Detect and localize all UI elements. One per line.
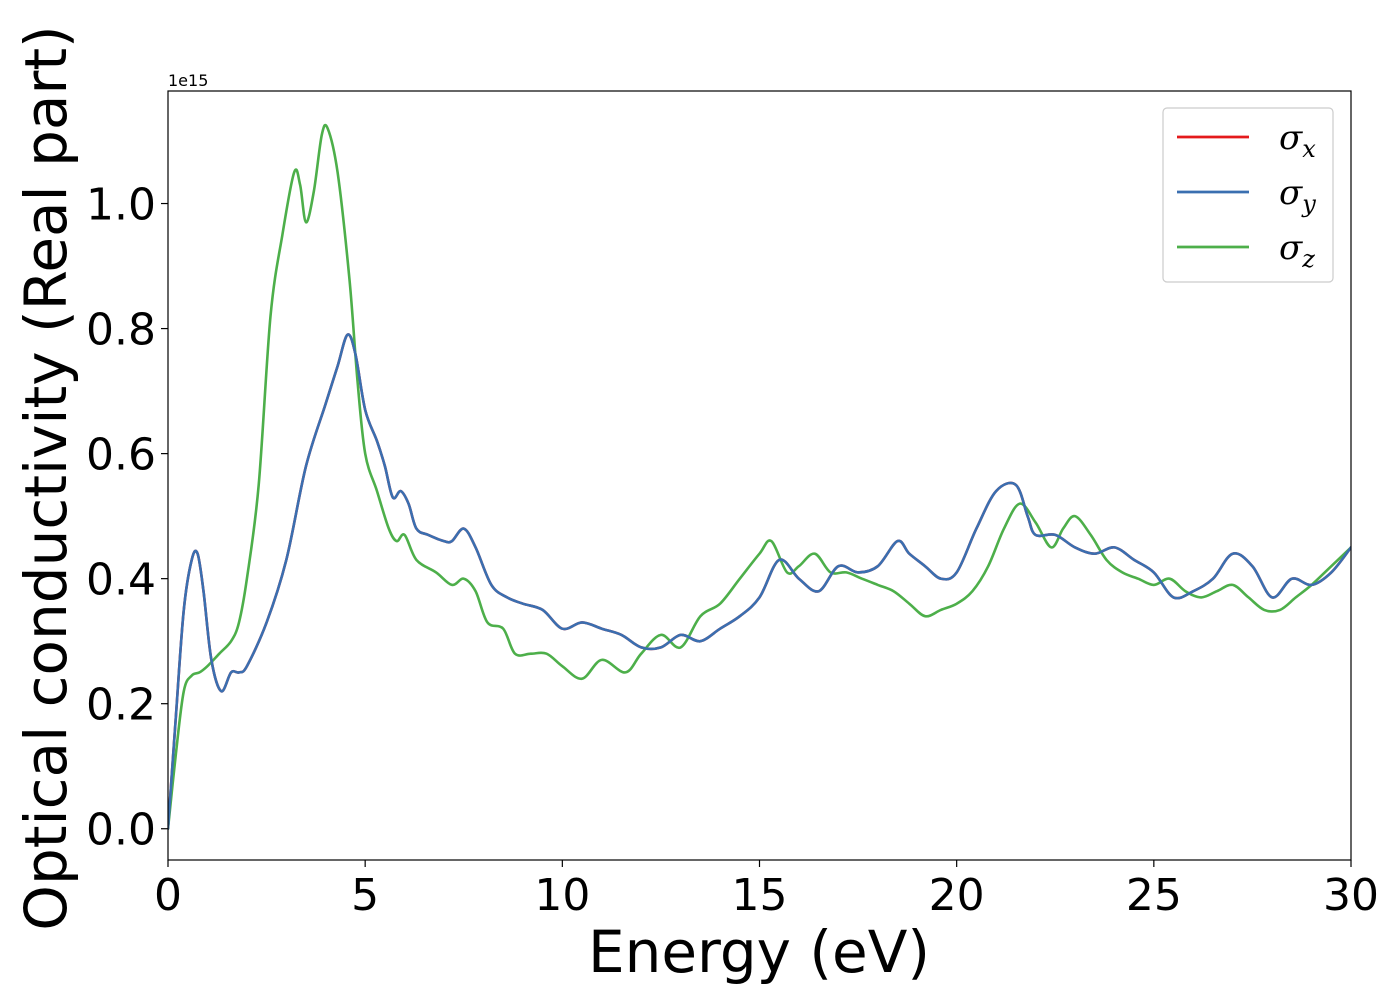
x-tick-label: 10	[534, 870, 590, 921]
x-tick-label: 20	[929, 870, 985, 921]
x-tick-label: 15	[732, 870, 788, 921]
y-tick-label: 0.2	[86, 680, 156, 731]
x-tick-label: 0	[154, 870, 182, 921]
x-tick-label: 30	[1323, 870, 1379, 921]
legend-box	[1162, 107, 1334, 283]
y-tick-label: 0.0	[86, 805, 156, 856]
series-line-z	[168, 123, 1351, 830]
y-tick-label: 0.6	[86, 430, 156, 481]
series-line-y	[168, 333, 1351, 830]
y-axis-label: Optical conductivity (Real part)	[12, 25, 80, 930]
x-axis-label: Energy (eV)	[588, 918, 930, 986]
series-layer	[168, 123, 1351, 830]
y-offset-label: 1e15	[168, 71, 208, 90]
x-axis: 0 5 10 15 20 25 30	[154, 860, 1379, 921]
y-tick-label: 0.4	[86, 555, 156, 606]
y-axis: 0.0 0.2 0.4 0.6 0.8 1.0	[86, 180, 168, 856]
x-tick-label: 5	[351, 870, 379, 921]
x-tick-label: 25	[1126, 870, 1182, 921]
y-tick-label: 1.0	[86, 180, 156, 231]
y-tick-label: 0.8	[86, 305, 156, 356]
